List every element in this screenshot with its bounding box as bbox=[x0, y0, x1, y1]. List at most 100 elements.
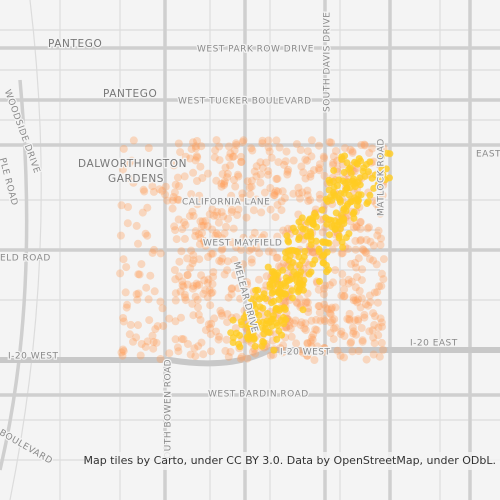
density-point bbox=[349, 329, 358, 338]
density-point bbox=[215, 332, 224, 341]
density-point bbox=[296, 261, 304, 269]
density-point bbox=[296, 276, 304, 284]
density-point bbox=[236, 343, 244, 351]
density-point bbox=[350, 180, 358, 188]
density-point bbox=[133, 295, 142, 304]
density-point bbox=[362, 249, 371, 257]
density-point bbox=[144, 144, 153, 152]
density-point bbox=[204, 169, 212, 178]
density-point bbox=[326, 318, 335, 327]
density-point bbox=[210, 314, 219, 323]
density-point bbox=[179, 282, 188, 291]
density-point bbox=[207, 347, 215, 356]
density-point bbox=[191, 232, 200, 240]
place-label: DALWORTHINGTON bbox=[78, 158, 187, 170]
density-point bbox=[247, 255, 256, 264]
density-point bbox=[170, 188, 179, 197]
density-point bbox=[307, 268, 315, 276]
density-point bbox=[297, 318, 306, 327]
density-point bbox=[237, 245, 246, 254]
density-point bbox=[174, 347, 183, 356]
density-point bbox=[346, 145, 355, 154]
density-point bbox=[301, 174, 310, 183]
density-point bbox=[300, 324, 309, 333]
density-point bbox=[320, 347, 329, 356]
highway-label: I-20 EAST bbox=[410, 339, 458, 349]
density-point bbox=[354, 254, 363, 263]
density-point bbox=[144, 295, 153, 304]
density-point bbox=[259, 304, 267, 312]
density-point bbox=[289, 224, 297, 232]
density-point bbox=[252, 195, 261, 204]
density-point bbox=[264, 167, 273, 176]
density-point bbox=[238, 189, 247, 198]
density-point bbox=[242, 213, 251, 222]
density-point bbox=[225, 153, 234, 162]
density-point bbox=[341, 152, 349, 160]
density-point bbox=[183, 254, 192, 263]
density-point bbox=[201, 217, 210, 225]
attribution: Map tiles by Carto, under CC BY 3.0. Dat… bbox=[83, 454, 496, 467]
density-point bbox=[347, 277, 356, 286]
density-point bbox=[333, 182, 341, 190]
density-point bbox=[181, 296, 190, 305]
density-point bbox=[234, 262, 243, 271]
density-point bbox=[270, 191, 278, 200]
density-point bbox=[207, 319, 216, 328]
density-point bbox=[357, 294, 366, 303]
density-point bbox=[287, 246, 295, 254]
density-point bbox=[354, 315, 363, 324]
density-point bbox=[268, 268, 276, 276]
density-point bbox=[294, 189, 303, 198]
density-point bbox=[319, 315, 328, 324]
density-point bbox=[187, 246, 196, 255]
density-point bbox=[118, 351, 127, 360]
density-point bbox=[151, 325, 160, 334]
density-point bbox=[156, 297, 165, 306]
density-point bbox=[287, 332, 296, 341]
density-point bbox=[180, 290, 189, 299]
density-point bbox=[278, 187, 287, 196]
density-point bbox=[189, 282, 198, 291]
density-point bbox=[331, 147, 340, 155]
density-point bbox=[273, 174, 282, 183]
density-point bbox=[212, 229, 221, 238]
density-point bbox=[170, 266, 179, 274]
density-point bbox=[251, 342, 259, 350]
density-point bbox=[192, 279, 201, 288]
density-point bbox=[201, 241, 210, 250]
density-point bbox=[156, 355, 165, 363]
density-point bbox=[350, 316, 359, 325]
density-point bbox=[229, 152, 238, 161]
density-point bbox=[282, 254, 290, 262]
density-point bbox=[223, 198, 232, 207]
density-point bbox=[355, 287, 364, 295]
density-point bbox=[345, 309, 354, 318]
density-point bbox=[194, 303, 202, 312]
density-point bbox=[345, 316, 354, 325]
density-point bbox=[273, 232, 282, 241]
density-point bbox=[341, 179, 349, 187]
density-point bbox=[279, 226, 288, 235]
density-point bbox=[158, 304, 167, 313]
density-point bbox=[195, 255, 204, 264]
density-point bbox=[227, 191, 236, 200]
density-point bbox=[212, 136, 221, 145]
density-point bbox=[326, 309, 334, 318]
density-point bbox=[262, 272, 271, 281]
density-point bbox=[217, 257, 226, 266]
density-point bbox=[272, 136, 281, 145]
density-point bbox=[119, 144, 128, 153]
density-point bbox=[295, 294, 304, 303]
highway-label: I-20 WEST bbox=[8, 352, 59, 362]
density-point bbox=[192, 152, 201, 161]
density-point bbox=[373, 288, 382, 297]
density-point bbox=[141, 229, 150, 238]
density-point bbox=[118, 165, 127, 174]
density-point bbox=[311, 325, 320, 334]
density-point bbox=[132, 333, 141, 342]
density-point bbox=[315, 245, 323, 253]
density-point bbox=[195, 240, 204, 249]
density-point bbox=[122, 263, 131, 272]
density-point bbox=[158, 186, 167, 195]
